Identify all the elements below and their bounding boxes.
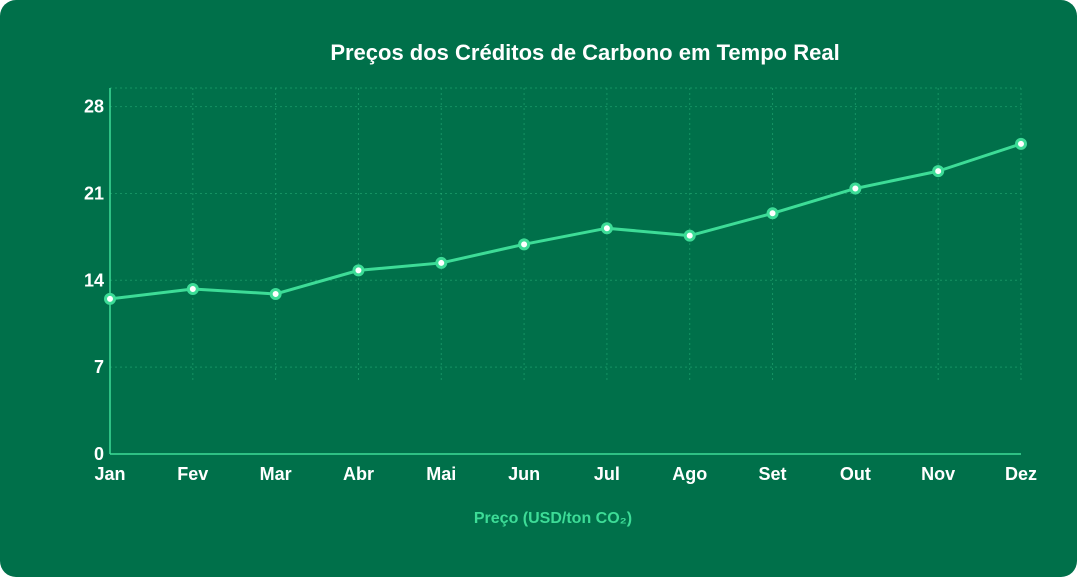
x-tick-label: Set: [759, 464, 787, 484]
data-point[interactable]: [352, 264, 365, 277]
x-tick-label: Fev: [177, 464, 208, 484]
data-point[interactable]: [435, 256, 448, 269]
x-tick-label: Out: [840, 464, 871, 484]
data-point[interactable]: [766, 207, 779, 220]
data-point[interactable]: [600, 222, 613, 235]
series-line: [108, 142, 1023, 301]
data-point[interactable]: [683, 229, 696, 242]
axes: [109, 88, 1021, 455]
data-point[interactable]: [932, 165, 945, 178]
data-point[interactable]: [104, 292, 116, 305]
y-tick-label: 0: [94, 444, 104, 464]
x-tick-label: Jun: [508, 464, 540, 484]
chart-title: Preços dos Créditos de Carbono em Tempo …: [330, 40, 839, 65]
y-tick-label: 7: [94, 357, 104, 377]
y-axis-ticks: 0 7 14 21 28: [84, 97, 104, 464]
x-tick-label: Jul: [594, 464, 620, 484]
grid: [110, 87, 1022, 382]
x-axis-ticks: Jan Fev Mar Abr Mai Jun Jul Ago Set Out Nov Dez: [94, 464, 1037, 484]
x-tick-label: Abr: [343, 464, 374, 484]
x-tick-label: Dez: [1005, 464, 1037, 484]
data-point[interactable]: [186, 282, 199, 295]
data-point[interactable]: [518, 238, 531, 251]
x-tick-label: Nov: [921, 464, 955, 484]
legend-entry[interactable]: Preço (USD/ton CO₂): [474, 510, 632, 527]
y-tick-label: 21: [84, 183, 104, 203]
data-point[interactable]: [269, 287, 282, 300]
x-tick-label: Mai: [426, 464, 456, 484]
x-tick-label: Jan: [94, 464, 125, 484]
y-tick-label: 14: [84, 270, 104, 290]
x-tick-label: Mar: [260, 464, 292, 484]
data-point[interactable]: [849, 182, 862, 195]
y-tick-label: 28: [84, 97, 104, 117]
series-group: [104, 137, 1027, 305]
data-point[interactable]: [1015, 137, 1027, 150]
x-tick-label: Ago: [672, 464, 707, 484]
